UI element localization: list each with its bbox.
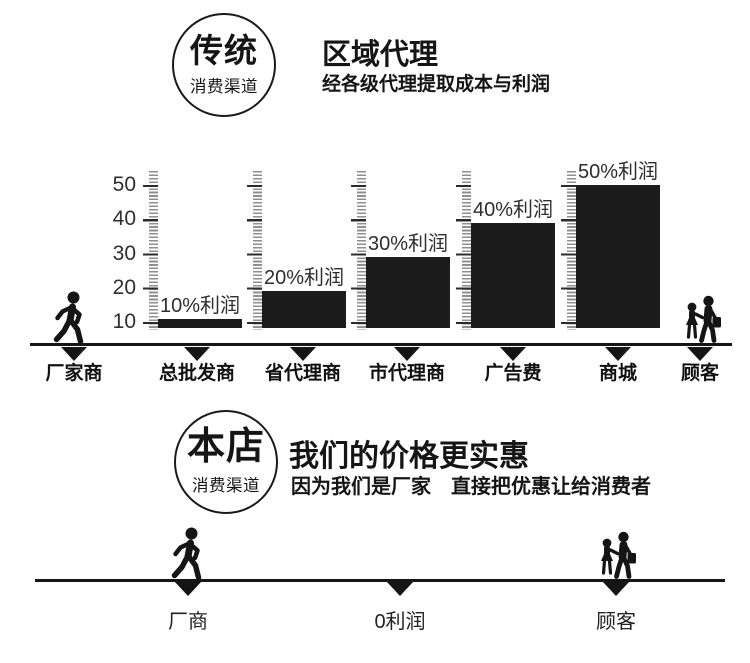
ruler-scale-icon [247,171,262,330]
down-arrow-icon [175,582,201,596]
traditional-axis-line [30,343,732,346]
down-arrow-icon [603,582,629,596]
down-arrow-icon [61,347,87,361]
ruler-scale-icon [143,171,158,330]
station-label: 市代理商 [368,363,445,384]
walking-person-icon [168,527,208,586]
bar-value-label: 50%利润 [578,161,659,183]
profit-bar [262,291,346,328]
station-label: 省代理商 [264,363,341,384]
customer-couple-icon [681,294,723,348]
ruler-scale-icon [351,171,366,330]
station-label: 商城 [598,363,637,384]
store-badge-title: 本店 [186,426,265,468]
traditional-badge-title: 传统 [190,31,258,69]
station-label: 顾客 [596,611,636,633]
station-label: 广告费 [484,363,542,384]
bar-value-label: 40%利润 [473,199,554,221]
ruler-scale-icon [561,171,576,330]
traditional-heading: 区域代理 [322,39,439,71]
y-axis-tick-label: 30 [112,241,136,265]
down-arrow-icon [605,347,631,361]
down-arrow-icon [184,347,210,361]
profit-bar [158,319,242,328]
ruler-scale-icon [456,171,471,330]
traditional-badge: 传统 消费渠道 [172,13,276,117]
down-arrow-icon [387,582,413,596]
store-subheading: 因为我们是厂家 直接把优惠让给消费者 [291,476,651,498]
store-badge: 本店 消费渠道 [174,410,278,514]
traditional-subheading: 经各级代理提取成本与利润 [322,74,551,95]
bar-value-label: 30%利润 [368,233,449,255]
traditional-badge-subtitle: 消费渠道 [190,77,258,96]
y-axis-tick-label: 20 [112,275,136,299]
station-label: 总批发商 [158,363,235,384]
profit-bar [366,257,450,328]
bar-value-label: 10%利润 [160,295,241,317]
store-heading: 我们的价格更实惠 [289,440,529,473]
profit-bar [471,223,555,328]
walking-person-icon [50,291,90,350]
station-label: 厂家商 [45,363,103,384]
station-label: 顾客 [680,363,719,384]
y-axis-tick-label: 10 [112,310,136,333]
customer-couple-icon [596,530,638,584]
down-arrow-icon [394,347,420,361]
store-axis-line [35,579,725,582]
down-arrow-icon [290,347,316,361]
y-axis-tick-label: 50 [112,173,136,196]
station-label: 0利润 [374,611,426,633]
store-badge-subtitle: 消费渠道 [192,477,260,495]
down-arrow-icon [687,347,713,361]
station-label: 厂商 [168,611,208,633]
bar-value-label: 20%利润 [264,267,345,289]
y-axis-tick-label: 40 [112,207,136,231]
profit-bar [576,185,660,328]
down-arrow-icon [500,347,526,361]
